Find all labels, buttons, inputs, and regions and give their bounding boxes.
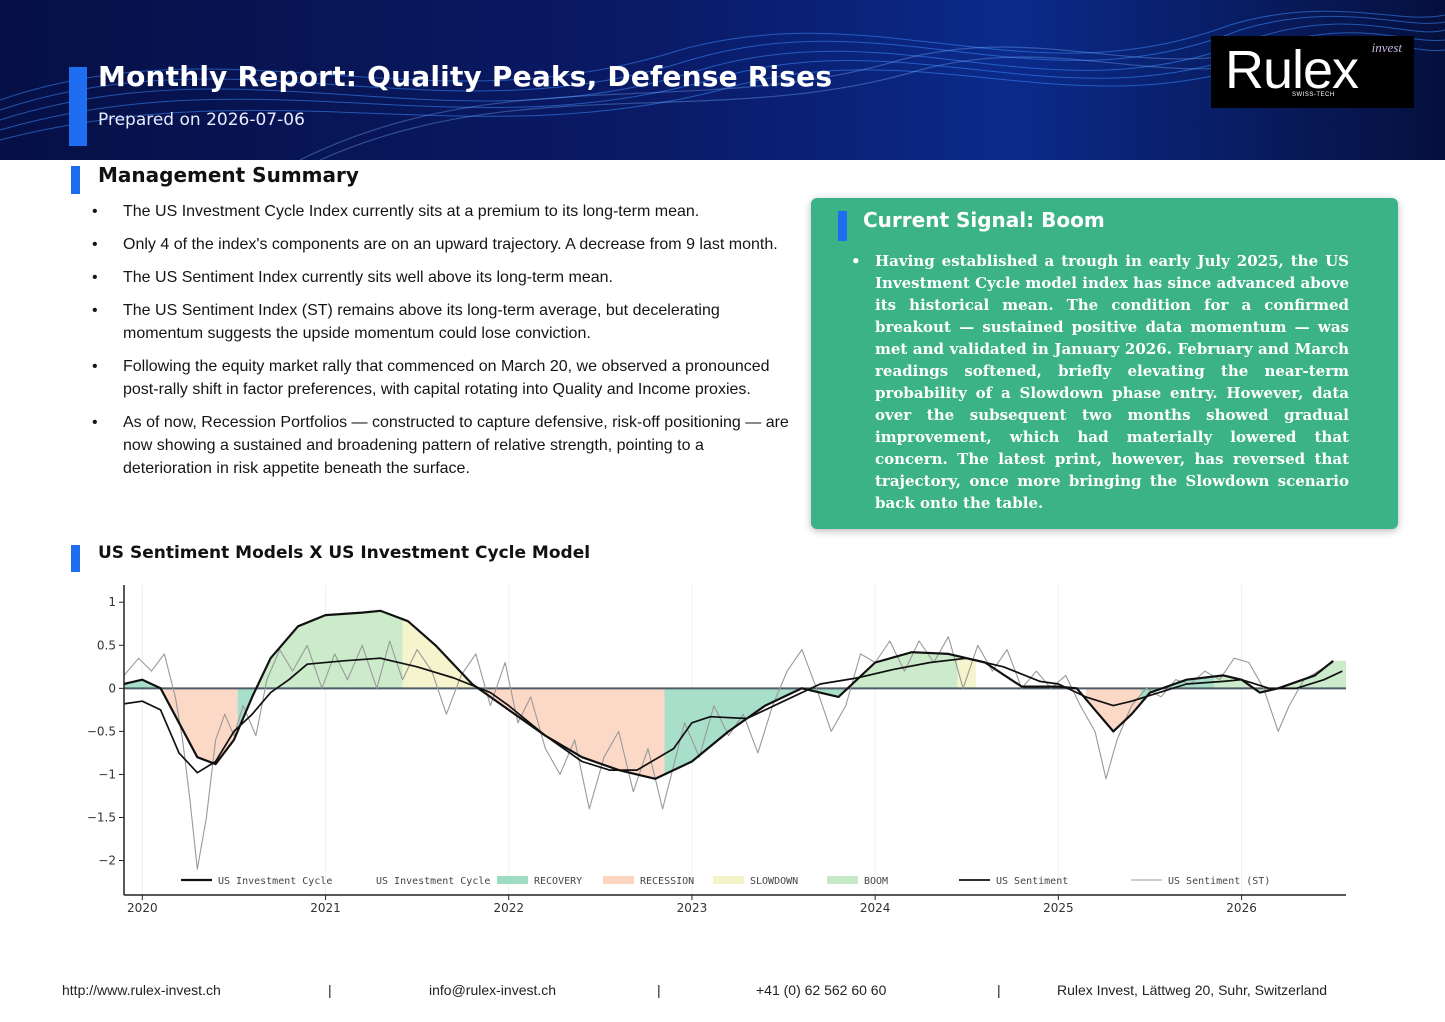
signal-title: Current Signal: Boom <box>863 208 1105 232</box>
legend-box-swatch <box>713 876 744 884</box>
regime-slowdown-area <box>957 656 976 689</box>
footer-separator: | <box>657 982 661 998</box>
footer-address: Rulex Invest, Lättweg 20, Suhr, Switzerl… <box>1057 982 1328 998</box>
regime-recession-area <box>1085 688 1141 732</box>
x-tick-label: 2020 <box>127 901 158 915</box>
header-wave-graphic <box>0 10 1445 160</box>
footer-website[interactable]: http://www.rulex-invest.ch <box>62 982 221 998</box>
series-line-us-sentiment-st- <box>123 636 1334 870</box>
x-tick-label: 2022 <box>493 901 524 915</box>
footer-separator: | <box>328 982 332 998</box>
header-accent-bar <box>69 67 87 146</box>
summary-item: The US Investment Cycle Index currently … <box>92 200 797 223</box>
legend-label: SLOWDOWN <box>750 876 798 887</box>
x-tick-label: 2023 <box>677 901 708 915</box>
series-line-us-investment-cycle <box>123 609 1334 780</box>
report-title: Monthly Report: Quality Peaks, Defense R… <box>98 60 833 93</box>
x-tick-label: 2026 <box>1226 901 1257 915</box>
summary-list: The US Investment Cycle Index currently … <box>92 200 797 490</box>
regime-recovery-area <box>124 679 157 689</box>
rulex-logo: Rulex invest SWISS-TECH <box>1211 36 1414 108</box>
legend-label: BOOM <box>864 876 888 887</box>
legend-box-swatch <box>827 876 858 884</box>
y-tick-label: −0.5 <box>87 724 116 738</box>
sentiment-vs-cycle-chart: 1 0.5 0 −0.5 −1 −1.5 −2 2020 2021 2022 2023 2024 202… <box>87 585 1346 915</box>
legend-label: RECESSION <box>640 876 694 887</box>
regime-recession-area <box>486 688 665 779</box>
legend-label: US Investment Cycle <box>376 876 490 887</box>
legend-label: US Sentiment (ST) <box>1168 876 1270 887</box>
regime-recovery-area <box>664 688 848 775</box>
logo-wordmark: Rulex <box>1225 40 1359 100</box>
legend-label: RECOVERY <box>534 876 582 887</box>
report-date: Prepared on 2026-07-06 <box>98 110 305 130</box>
y-tick-label: 0.5 <box>97 638 116 652</box>
legend-label: US Investment Cycle <box>218 876 332 887</box>
chart-title: US Sentiment Models X US Investment Cycl… <box>98 543 591 563</box>
legend-box-swatch <box>497 876 528 884</box>
summary-item: The US Sentiment Index (ST) remains abov… <box>92 299 797 345</box>
series-line-us-sentiment <box>123 657 1343 774</box>
logo-subtitle: SWISS-TECH <box>1292 92 1335 98</box>
summary-item: The US Sentiment Index currently sits we… <box>92 266 797 289</box>
signal-text: Having established a trough in early Jul… <box>851 250 1349 514</box>
signal-accent-bar <box>838 211 847 241</box>
regime-boom-area <box>255 611 403 690</box>
summary-accent-bar <box>71 166 80 194</box>
y-tick-label: −1 <box>98 767 116 781</box>
logo-tagline: invest <box>1371 40 1402 55</box>
summary-item: As of now, Recession Portfolios — constr… <box>92 411 797 480</box>
regime-slowdown-area <box>402 619 487 695</box>
footer-phone: +41 (0) 62 562 60 60 <box>756 982 887 998</box>
report-header: Monthly Report: Quality Peaks, Defense R… <box>0 0 1445 160</box>
signal-list: Having established a trough in early Jul… <box>851 250 1349 514</box>
footer-separator: | <box>997 982 1001 998</box>
x-tick-label: 2025 <box>1043 901 1074 915</box>
y-tick-label: 0 <box>108 681 116 695</box>
y-tick-label: −1.5 <box>87 811 116 825</box>
regime-boom-area <box>847 652 958 689</box>
legend-box-swatch <box>603 876 634 884</box>
summary-title: Management Summary <box>98 163 359 187</box>
current-signal-card: Current Signal: Boom Having established … <box>811 198 1398 529</box>
chart-accent-bar <box>71 545 80 572</box>
summary-item: Only 4 of the index's components are on … <box>92 233 797 256</box>
x-tick-label: 2021 <box>310 901 341 915</box>
y-tick-label: −2 <box>98 854 116 868</box>
footer-email[interactable]: info@rulex-invest.ch <box>429 982 557 998</box>
x-tick-label: 2024 <box>860 901 891 915</box>
y-tick-label: 1 <box>108 595 116 609</box>
summary-item: Following the equity market rally that c… <box>92 355 797 401</box>
legend-label: US Sentiment <box>996 876 1068 887</box>
